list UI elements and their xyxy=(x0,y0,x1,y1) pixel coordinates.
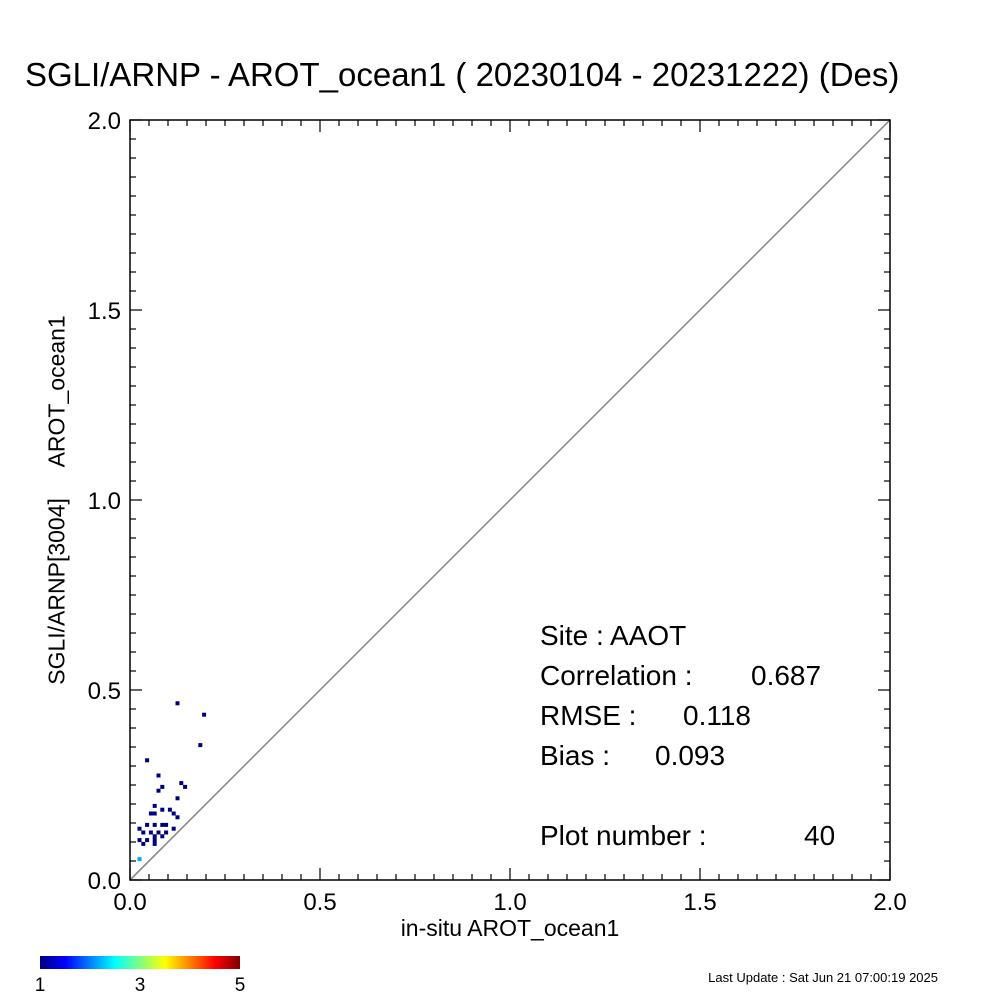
data-point-10 xyxy=(152,803,157,808)
data-point-25 xyxy=(156,830,161,835)
x-tick-label: 0.5 xyxy=(303,889,336,916)
data-point-7 xyxy=(183,784,188,789)
data-point-19 xyxy=(160,822,165,827)
rmse-value: 0.118 xyxy=(683,700,751,731)
site-label: Site : AAOT xyxy=(540,620,687,651)
colorbar-tick-max: 5 xyxy=(234,975,246,996)
plot-number-label: Plot number : xyxy=(540,820,707,851)
data-point-2 xyxy=(198,743,203,748)
chart-title: SGLI/ARNP - AROT_ocean1 ( 20230104 - 202… xyxy=(25,56,900,93)
data-point-28 xyxy=(152,834,157,839)
colorbar xyxy=(40,956,240,969)
x-axis-label: in-situ AROT_ocean1 xyxy=(400,915,620,941)
data-point-26 xyxy=(164,830,169,835)
data-point-5 xyxy=(179,781,184,786)
data-point-4 xyxy=(156,773,161,778)
data-point-34 xyxy=(137,857,142,862)
y-tick-label: 1.5 xyxy=(88,298,121,325)
colorbar-tick-mid: 3 xyxy=(134,975,146,996)
data-point-21 xyxy=(137,826,142,831)
colorbar-tick-min: 1 xyxy=(34,975,46,996)
data-point-16 xyxy=(175,815,180,820)
bias-value: 0.093 xyxy=(655,740,726,771)
data-point-18 xyxy=(152,822,157,827)
data-point-23 xyxy=(141,830,146,835)
correlation-label: Correlation : xyxy=(540,660,693,691)
data-point-13 xyxy=(148,811,153,816)
y-tick-label: 2.0 xyxy=(88,108,121,135)
y-axis-label: SGLI/ARNP[3004] AROT_ocean1 xyxy=(43,315,70,685)
data-point-12 xyxy=(167,807,172,812)
bias-label: Bias : xyxy=(540,740,611,771)
data-point-14 xyxy=(152,811,157,816)
x-tick-label: 2.0 xyxy=(873,889,906,916)
data-point-32 xyxy=(141,841,146,846)
data-point-24 xyxy=(148,830,153,835)
data-point-27 xyxy=(160,834,165,839)
plot-number-value: 40 xyxy=(804,820,836,851)
data-point-1 xyxy=(202,712,207,717)
correlation-value: 0.687 xyxy=(751,660,822,691)
data-point-6 xyxy=(160,784,165,789)
last-update-text: Last Update : Sat Jun 21 07:00:19 2025 xyxy=(708,970,938,985)
data-point-11 xyxy=(160,807,165,812)
y-tick-label: 1.0 xyxy=(88,488,121,515)
one-to-one-line xyxy=(129,119,891,881)
data-point-29 xyxy=(137,838,142,843)
data-point-22 xyxy=(171,826,176,831)
data-point-0 xyxy=(175,701,180,706)
data-point-3 xyxy=(145,758,150,763)
data-point-17 xyxy=(145,822,150,827)
y-tick-label: 0.5 xyxy=(88,678,121,705)
data-point-31 xyxy=(152,838,157,843)
rmse-label: RMSE : xyxy=(540,700,637,731)
x-tick-label: 0.0 xyxy=(113,889,146,916)
data-point-30 xyxy=(145,838,150,843)
data-point-9 xyxy=(175,796,180,801)
data-point-15 xyxy=(171,811,176,816)
data-point-33 xyxy=(152,841,157,846)
data-point-20 xyxy=(164,822,169,827)
data-point-8 xyxy=(156,788,161,793)
y-tick-label: 0.0 xyxy=(88,868,121,895)
x-tick-label: 1.0 xyxy=(493,889,526,916)
x-tick-label: 1.5 xyxy=(683,889,716,916)
